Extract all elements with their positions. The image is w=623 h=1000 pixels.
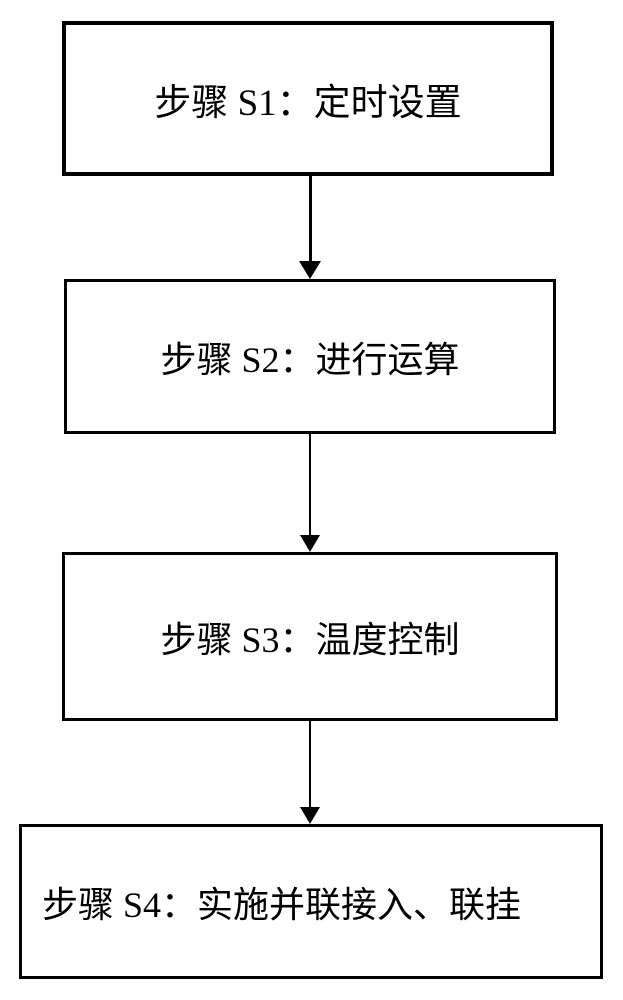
flowchart-arrowhead-e2	[300, 535, 320, 552]
flowchart-arrowhead-e1	[299, 261, 321, 279]
flowchart-node-label: 步骤 S2：进行运算	[67, 331, 553, 383]
flowchart-node-s3: 步骤 S3：温度控制	[62, 552, 558, 721]
flowchart-edge-e3	[309, 721, 311, 807]
flowchart-node-label: 步骤 S4：实施并联接入、联挂	[42, 876, 600, 928]
flowchart-arrowhead-e3	[300, 807, 320, 824]
flowchart-canvas: 步骤 S1：定时设置步骤 S2：进行运算步骤 S3：温度控制步骤 S4：实施并联…	[0, 0, 623, 1000]
flowchart-edge-e2	[309, 434, 311, 535]
flowchart-node-label: 步骤 S3：温度控制	[65, 611, 555, 663]
flowchart-node-label: 步骤 S1：定时设置	[66, 72, 550, 126]
flowchart-node-s1: 步骤 S1：定时设置	[62, 21, 554, 176]
flowchart-node-s4: 步骤 S4：实施并联接入、联挂	[19, 824, 603, 979]
flowchart-node-s2: 步骤 S2：进行运算	[64, 279, 556, 434]
flowchart-edge-e1	[309, 176, 312, 261]
